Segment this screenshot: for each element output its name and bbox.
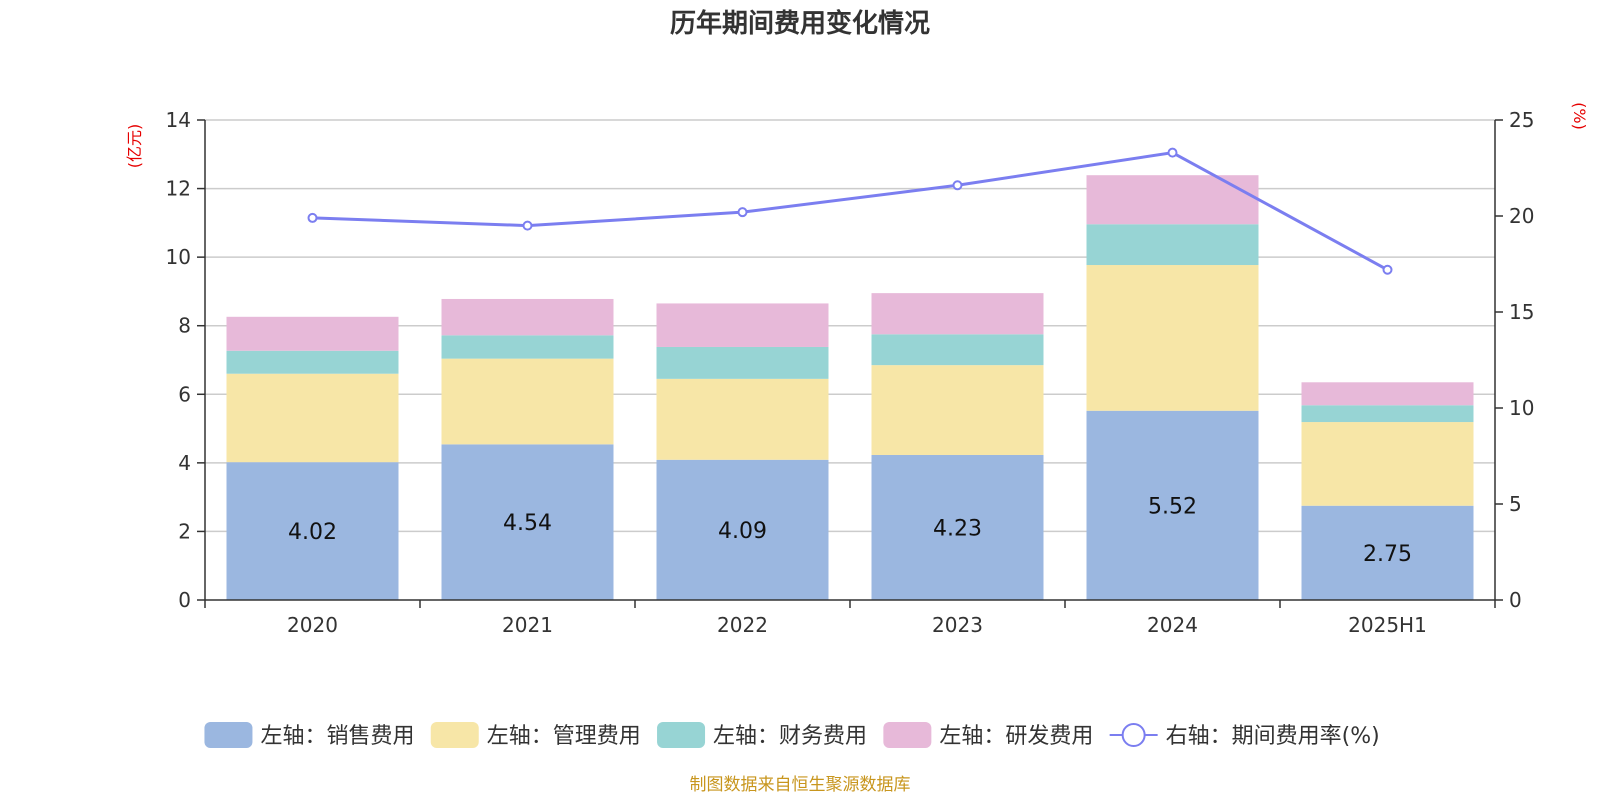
x-axis-tick-label: 2025H1 xyxy=(1348,613,1427,637)
legend-swatch xyxy=(883,722,932,748)
rate-point xyxy=(952,180,963,191)
left-axis-tick-label: 12 xyxy=(166,177,191,201)
bar-segment xyxy=(1301,405,1474,423)
right-axis-tick-label: 25 xyxy=(1509,108,1534,132)
bar-series xyxy=(226,175,1474,600)
bar-segment xyxy=(441,444,614,600)
right-axis-tick-label: 0 xyxy=(1509,588,1522,612)
legend-swatch xyxy=(430,722,479,748)
bar-segment xyxy=(1086,224,1259,266)
data-labels: 4.02 4.54 4.09 4.23 5.52 2.75 xyxy=(288,494,1412,566)
right-axis-tick-label: 10 xyxy=(1509,396,1534,420)
bar-segment xyxy=(226,373,399,463)
source-note: 制图数据来自恒生聚源数据库 xyxy=(690,775,911,795)
bar-segment xyxy=(871,293,1044,335)
left-axis-tick-label: 10 xyxy=(166,245,191,269)
bar-segment xyxy=(1301,382,1474,406)
bar-value-label: 4.54 xyxy=(503,511,552,536)
right-axis-tick-label: 15 xyxy=(1509,300,1534,324)
right-axis-tick-label: 5 xyxy=(1509,492,1522,516)
bar-segment xyxy=(441,298,614,336)
x-axis-tick-label: 2023 xyxy=(932,613,983,637)
legend-label: 右轴：期间费用率(%) xyxy=(1166,724,1380,749)
bar-segment xyxy=(1086,410,1259,600)
bar-segment xyxy=(1086,175,1259,225)
legend-label: 左轴：研发费用 xyxy=(939,724,1093,749)
bar-segment xyxy=(871,334,1044,366)
left-axis-unit: (亿元) xyxy=(125,124,144,169)
x-axis-tick-label: 2020 xyxy=(287,613,338,637)
rate-point xyxy=(1167,147,1178,158)
left-axis-tick-label: 4 xyxy=(178,451,191,475)
legend-label: 左轴：管理费用 xyxy=(487,724,641,749)
bar-segment xyxy=(1301,422,1474,506)
right-axis-unit: (%) xyxy=(1570,102,1589,130)
legend: 左轴：销售费用 左轴：管理费用 左轴：财务费用 左轴：研发费用 右轴：期间费用率(%) xyxy=(204,722,1380,749)
bar-segment xyxy=(656,378,829,460)
grid-lines xyxy=(205,119,1495,533)
bar-value-label: 5.52 xyxy=(1148,494,1197,519)
legend-label: 左轴：销售费用 xyxy=(260,724,414,749)
bar-segment xyxy=(441,335,614,359)
bar-segment xyxy=(656,303,829,347)
axes: 0 2 4 6 8 10 12 14 0 5 10 15 20 25 2020 2021 2022 2023 202… xyxy=(166,108,1535,637)
legend-label: 左轴：财务费用 xyxy=(713,724,867,749)
bar-segment xyxy=(656,346,829,379)
left-axis-tick-label: 2 xyxy=(178,519,191,543)
legend-swatch xyxy=(657,722,706,748)
rate-line-series xyxy=(307,147,1393,275)
bar-value-label: 4.09 xyxy=(718,519,767,544)
rate-line xyxy=(312,151,1389,272)
bar-value-label: 2.75 xyxy=(1363,542,1412,567)
x-axis-tick-label: 2022 xyxy=(717,613,768,637)
rate-point xyxy=(307,212,318,223)
x-axis-tick-label: 2024 xyxy=(1147,613,1198,637)
bar-segment xyxy=(656,459,829,600)
bar-segment xyxy=(226,350,399,374)
left-axis-tick-label: 0 xyxy=(178,588,191,612)
bar-value-label: 4.23 xyxy=(933,516,982,541)
legend-marker-icon xyxy=(1121,723,1146,747)
right-axis-tick-label: 20 xyxy=(1509,204,1534,228)
left-axis-tick-label: 8 xyxy=(178,314,191,338)
bar-segment xyxy=(226,316,399,351)
bar-segment xyxy=(1301,505,1474,600)
bar-segment xyxy=(871,365,1044,455)
left-axis-tick-label: 14 xyxy=(166,108,191,132)
chart-title: 历年期间费用变化情况 xyxy=(670,8,930,39)
bar-segment xyxy=(441,358,614,445)
left-axis-tick-label: 6 xyxy=(178,382,191,406)
bar-segment xyxy=(226,462,399,600)
bar-segment xyxy=(1086,265,1259,411)
rate-point xyxy=(737,207,748,218)
x-axis-tick-label: 2021 xyxy=(502,613,553,637)
rate-point xyxy=(1382,264,1393,275)
bar-segment xyxy=(871,454,1044,600)
rate-point xyxy=(522,220,533,231)
legend-swatch xyxy=(204,722,253,748)
bar-value-label: 4.02 xyxy=(288,520,337,545)
